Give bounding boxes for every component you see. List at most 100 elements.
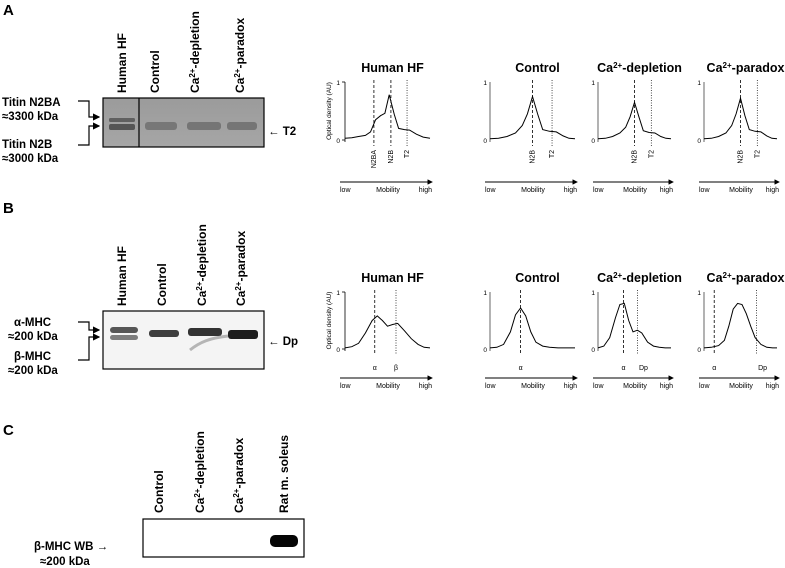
peak-label: N2B (388, 150, 395, 164)
peak-label: N2B (632, 150, 639, 164)
lane-label-a-2: Control (148, 50, 162, 93)
mobility-low-label: low (593, 383, 604, 390)
y-tick-label-0: 0 (697, 138, 701, 145)
mobility-high-label: high (660, 187, 673, 194)
plot-title: Ca2+-depletion (597, 271, 682, 286)
lane-label-c-2: Ca2+-depletion (193, 431, 208, 513)
y-tick-label-0: 0 (591, 138, 595, 145)
peak-label: T2 (404, 150, 411, 158)
y-tick-label-0: 0 (336, 138, 340, 145)
y-tick-label-1: 1 (336, 290, 340, 297)
label-beta-mhc: β-MHC (14, 351, 51, 363)
mobility-label: Mobility (376, 187, 400, 194)
bracket-arrow-alpha (78, 321, 101, 334)
y-axis-label: Optical density (AU) (326, 82, 333, 140)
mobility-high-label: high (766, 187, 779, 194)
mobility-label: Mobility (521, 383, 545, 390)
mobility-high-label: high (564, 187, 577, 194)
density-curve (703, 302, 777, 349)
western-blot-image-c (142, 518, 305, 558)
y-tick-label-1: 1 (697, 290, 701, 297)
plot-title: Control (515, 61, 559, 75)
bracket-arrow-n2b (78, 122, 101, 146)
peak-label: Dp (758, 365, 767, 372)
plot-title: Human HF (361, 61, 424, 75)
plot-a-4: Ca2+-paradox 1 0 N2B T2 low Mobility high (697, 61, 784, 195)
label-alpha-mhc-kda: ≈200 kDa (8, 331, 58, 343)
lane-label-b-2: Control (155, 263, 169, 306)
plot-title: Human HF (361, 271, 424, 285)
peak-label: Dp (639, 365, 648, 372)
y-tick-label-0: 0 (336, 347, 340, 354)
density-curve (489, 307, 575, 349)
gel-image-b (102, 310, 265, 370)
peak-label: β (394, 365, 398, 372)
label-titin-n2b: Titin N2B (2, 139, 52, 151)
mobility-low-label: low (593, 187, 604, 194)
peak-label: α (519, 365, 523, 372)
lane-label-b-1: Human HF (115, 246, 129, 306)
y-tick-label-0: 0 (697, 347, 701, 354)
label-alpha-mhc: α-MHC (14, 317, 51, 329)
peak-label: N2BA (371, 150, 378, 169)
plot-title: Ca2+-paradox (707, 61, 785, 76)
lane-label-b-3: Ca2+-depletion (195, 224, 210, 306)
mobility-high-label: high (564, 383, 577, 390)
plot-a-2: Control 1 0 N2B T2 low Mobility high (483, 61, 578, 194)
peak-label: N2B (738, 150, 745, 164)
density-curve (597, 302, 671, 349)
lane-label-a-4: Ca2+-paradox (233, 18, 248, 93)
panel-letter-a: A (3, 2, 14, 19)
peak-label: T2 (648, 150, 655, 158)
plot-title: Control (515, 271, 559, 285)
density-curve (703, 96, 778, 140)
y-tick-label-1: 1 (483, 290, 487, 297)
mobility-label: Mobility (376, 383, 400, 390)
mobility-low-label: low (485, 383, 496, 390)
label-titin-n2b-kda: ≈3000 kDa (2, 153, 59, 165)
panel-letter-b: B (3, 200, 14, 217)
lane-label-b-4: Ca2+-paradox (234, 231, 249, 306)
lane-label-c-3: Ca2+-paradox (232, 438, 247, 513)
density-curve (597, 100, 672, 140)
y-tick-label-1: 1 (591, 290, 595, 297)
peak-label: α (373, 365, 377, 372)
bracket-arrow-n2ba (78, 100, 101, 121)
plot-b-2: Control 1 0 α low Mobility high (483, 271, 578, 390)
peak-label: T2 (549, 150, 556, 158)
mobility-high-label: high (660, 383, 673, 390)
panel-letter-c: C (3, 422, 14, 439)
bracket-arrow-beta (78, 333, 101, 361)
mobility-label: Mobility (623, 383, 647, 390)
y-tick-label-1: 1 (336, 80, 340, 87)
mobility-high-label: high (419, 187, 432, 194)
plot-b-4: Ca2+-paradox 1 0 α Dp low Mobility high (697, 271, 784, 391)
y-tick-label-1: 1 (697, 80, 701, 87)
lane-label-a-3: Ca2+-depletion (188, 11, 203, 93)
lane-label-c-4: Rat m. soleus (277, 435, 291, 513)
mobility-high-label: high (766, 383, 779, 390)
mobility-low-label: low (699, 187, 710, 194)
lane-label-a-1: Human HF (115, 33, 129, 93)
y-tick-label-1: 1 (591, 80, 595, 87)
mobility-label: Mobility (729, 187, 753, 194)
peak-label: N2B (530, 150, 537, 164)
y-tick-label-1: 1 (483, 80, 487, 87)
mobility-low-label: low (340, 187, 351, 194)
peak-label: T2 (754, 150, 761, 158)
mobility-label: Mobility (623, 187, 647, 194)
mobility-high-label: high (419, 383, 432, 390)
label-titin-n2ba-kda: ≈3300 kDa (2, 111, 59, 123)
density-curve (344, 315, 431, 349)
peak-label: α (622, 365, 626, 372)
peak-label: α (712, 365, 716, 372)
label-t2: ← T2 (268, 126, 296, 138)
label-beta-mhc-wb-kda: ≈200 kDa (40, 556, 90, 568)
label-beta-mhc-kda: ≈200 kDa (8, 365, 58, 377)
y-tick-label-0: 0 (483, 138, 487, 145)
